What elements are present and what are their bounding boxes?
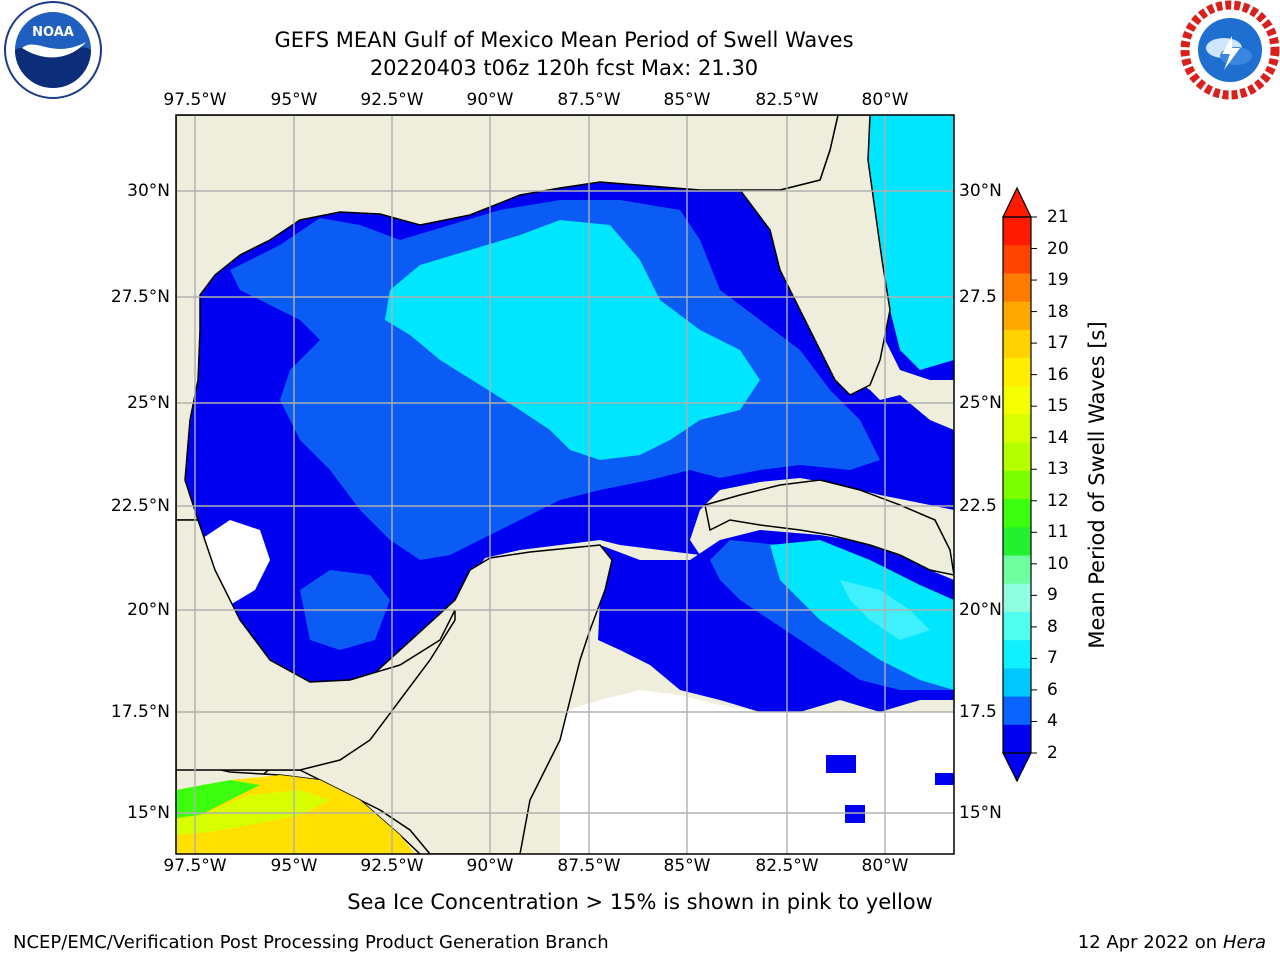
map-gridlines [176, 115, 954, 854]
colorbar-label: Mean Period of Swell Waves [s] [1085, 321, 1109, 649]
lon-tick-bottom: 85°W [663, 856, 711, 876]
footer-branch: NCEP/EMC/Verification Post Processing Pr… [13, 932, 609, 953]
lon-tick-bottom: 90°W [466, 856, 514, 876]
lat-tick-right: 17.5 [959, 702, 997, 722]
colorbar-frame [1002, 216, 1032, 754]
pacific-swell-green [176, 780, 260, 818]
lat-tick-right: 15°N [959, 803, 1002, 823]
colorbar-bin [1003, 640, 1031, 669]
lon-tick-top: 97.5°W [163, 90, 227, 110]
map-frame [175, 114, 955, 855]
colorbar-bin [1003, 696, 1031, 726]
lat-tick-right: 20°N [959, 600, 1002, 620]
lat-tick-left: 25°N [127, 393, 170, 413]
colorbar-tick-label: 14 [1047, 427, 1069, 448]
colorbar-bin [1003, 358, 1031, 387]
colorbar-tick-label: 8 [1047, 616, 1058, 637]
no-data-caribbean [560, 690, 954, 854]
lon-tick-top: 80°W [861, 90, 909, 110]
colorbar-tick-label: 2 [1047, 743, 1058, 763]
cuba-land [704, 479, 954, 576]
colorbar [1002, 186, 1037, 783]
colorbar-arrow-top [1002, 186, 1032, 218]
lon-tick-top: 92.5°W [360, 90, 424, 110]
colorbar-bin [1003, 217, 1031, 246]
colorbar-bin [1003, 442, 1031, 472]
lat-tick-left: 15°N [127, 803, 170, 823]
colorbar-bin [1003, 611, 1031, 641]
colorbar-tick-label: 7 [1047, 648, 1058, 669]
noaa-logo: NOAA [4, 1, 102, 99]
map-content [176, 115, 954, 854]
national-weather-service-logo [1180, 0, 1280, 100]
ocean-cell [826, 755, 856, 773]
noaa-logo-text: NOAA [32, 25, 74, 40]
caribbean-ocean-high [770, 540, 954, 690]
ocean-cell [845, 805, 865, 823]
colorbar-tick-label: 20 [1047, 238, 1069, 259]
colorbar-bin [1003, 583, 1031, 613]
lon-tick-top: 85°W [663, 90, 711, 110]
us-gulf-coast-land [176, 115, 839, 521]
colorbar-tick-label: 16 [1047, 364, 1069, 385]
colorbar-bin [1003, 527, 1031, 557]
colorbar-tick-label: 9 [1047, 585, 1058, 606]
chart-subtitle: 20220403 t06z 120h fcst Max: 21.30 [369, 56, 759, 80]
lat-tick-left: 17.5°N [110, 702, 170, 722]
colorbar-bin [1003, 414, 1031, 444]
colorbar-bin [1003, 470, 1031, 500]
lat-tick-left: 22.5°N [110, 496, 170, 516]
lon-tick-top: 90°W [466, 90, 514, 110]
colorbar-bin [1003, 499, 1031, 528]
colorbar-bin [1003, 273, 1031, 303]
lon-tick-bottom: 95°W [270, 856, 318, 876]
sea-ice-note: Sea Ice Concentration > 15% is shown in … [347, 890, 933, 914]
colorbar-tick-label: 10 [1047, 553, 1069, 574]
lon-tick-bottom: 80°W [861, 856, 909, 876]
lat-tick-right: 25°N [959, 393, 1002, 413]
lat-tick-left: 30°N [127, 181, 170, 201]
colorbar-bins [1003, 217, 1031, 754]
ocean-cell [935, 773, 954, 785]
colorbar-tick-label: 6 [1047, 679, 1058, 700]
lat-tick-right: 27.5 [959, 287, 997, 307]
colorbar-tick-label: 19 [1047, 270, 1069, 291]
colorbar-tick-label: 4 [1047, 711, 1058, 732]
colorbar-tick-label: 21 [1047, 207, 1069, 227]
colorbar-bin [1003, 555, 1031, 585]
chart-title: GEFS MEAN Gulf of Mexico Mean Period of … [274, 28, 854, 52]
lon-tick-top: 87.5°W [557, 90, 621, 110]
lon-tick-bottom: 87.5°W [557, 856, 621, 876]
lon-tick-bottom: 97.5°W [163, 856, 227, 876]
colorbar-bin [1003, 724, 1031, 754]
lat-tick-right: 30°N [959, 181, 1002, 201]
footer-date-text: 12 Apr 2022 on [1077, 932, 1223, 953]
colorbar-tick-label: 15 [1047, 396, 1069, 417]
colorbar-bin [1003, 668, 1031, 698]
lon-tick-top: 95°W [270, 90, 318, 110]
colorbar-tick-label: 11 [1047, 522, 1069, 543]
gulf-ocean-high [385, 220, 760, 460]
footer-host: Hera [1222, 932, 1266, 953]
colorbar-bin [1003, 301, 1031, 331]
lon-tick-top: 82.5°W [755, 90, 819, 110]
colorbar-tick-label: 18 [1047, 301, 1069, 322]
lat-tick-left: 27.5°N [110, 287, 170, 307]
lon-tick-bottom: 92.5°W [360, 856, 424, 876]
colorbar-tick-label: 13 [1047, 459, 1069, 480]
lat-tick-right: 22.5 [959, 496, 997, 516]
colorbar-bin [1003, 386, 1031, 415]
lat-tick-left: 20°N [127, 600, 170, 620]
colorbar-arrow-bottom [1002, 752, 1032, 783]
lon-tick-bottom: 82.5°W [755, 856, 819, 876]
colorbar-tick-label: 12 [1047, 490, 1069, 511]
colorbar-tick-label: 17 [1047, 333, 1069, 354]
footer-date: 12 Apr 2022 on Hera [1078, 932, 1266, 953]
colorbar-bin [1003, 329, 1031, 359]
colorbar-bin [1003, 245, 1031, 274]
